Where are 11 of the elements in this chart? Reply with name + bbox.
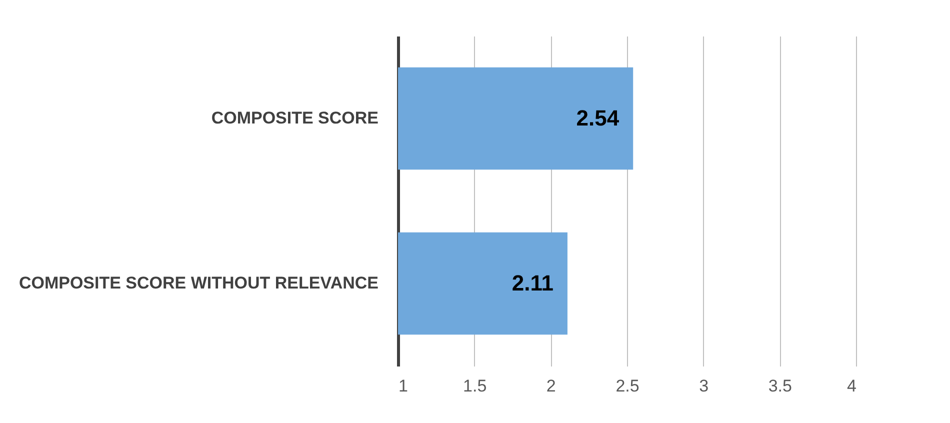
x-tick-label: 1 (398, 376, 408, 396)
x-tick-label: 1.5 (463, 376, 487, 396)
x-tick-label: 3 (699, 376, 709, 396)
y-tick-label: COMPOSITE SCORE (211, 108, 378, 128)
x-tick-label: 4 (847, 376, 856, 396)
x-tick-label: 3.5 (768, 376, 792, 396)
x-tick-label: 2 (546, 376, 556, 396)
x-tick-label: 2.5 (616, 376, 640, 396)
y-tick-label: COMPOSITE SCORE WITHOUT RELEVANCE (18, 274, 378, 292)
data-label: 2.11 (512, 270, 554, 296)
data-label: 2.54 (576, 106, 620, 130)
